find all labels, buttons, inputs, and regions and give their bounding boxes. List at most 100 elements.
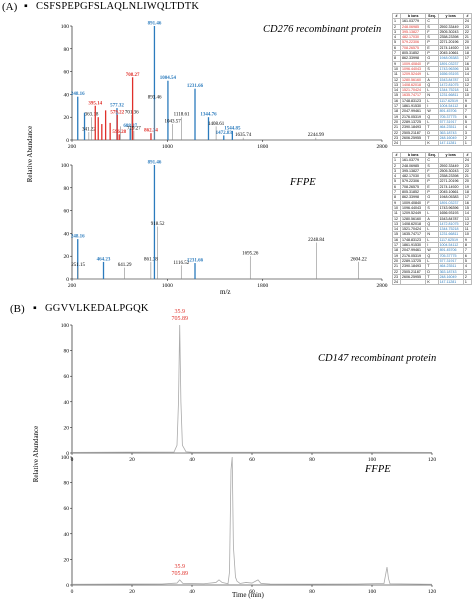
peak-label: 1118.61 xyxy=(174,113,190,118)
table-row: 19 2176.05319 Q 705.37775 6 xyxy=(391,113,473,120)
table-cell: 147.11281 xyxy=(437,140,464,147)
table-cell: 24 xyxy=(391,140,402,147)
peak-label: 1635.74 xyxy=(235,133,252,138)
x-tick-label: 1000 xyxy=(162,144,173,150)
fragment-table-top: # b ions Seq. y ions #1 161.03779 C 24 2 248.0698… xyxy=(391,12,473,147)
table-cell: 13 xyxy=(462,215,473,222)
peak-label: 2248.84 xyxy=(308,238,325,243)
peak-label: 464.23 xyxy=(97,257,111,262)
peak-label: 688.37 xyxy=(123,124,137,129)
table-cell: 1 xyxy=(462,140,473,147)
table-cell: 18 xyxy=(462,189,473,196)
peak-label: 395.14 xyxy=(88,101,102,106)
y-tick-label: 0 xyxy=(66,277,69,283)
table-row: 20 2289.13725 L 577.31917 5 xyxy=(391,257,473,265)
y-tick-label: 60 xyxy=(64,506,70,512)
x-tick-label: 200 xyxy=(68,144,77,150)
y-tick-label: 80 xyxy=(64,481,70,487)
table-row: 5 579.22306 P 2271.20196 20 xyxy=(391,39,473,46)
y-tick-label: 40 xyxy=(64,231,70,237)
peak-label: 861.38 xyxy=(144,257,158,262)
table-cell: 12 xyxy=(462,81,473,89)
table-row: 6 708.26575 E 2174.14920 19 xyxy=(391,183,473,191)
table-cell: 19 xyxy=(462,183,473,191)
table-cell: 24 xyxy=(391,279,402,286)
table-cell: 10 xyxy=(462,92,473,99)
x-tick-label: 2800 xyxy=(377,283,388,289)
x-tick-label: 100 xyxy=(368,457,377,463)
peak-label: 341.22 xyxy=(82,128,96,133)
y-tick-label: 0 xyxy=(66,138,69,144)
fragment-table-bottom: # b ions Seq. y ions #1 161.03779 C 24 2 248.0698… xyxy=(391,151,473,286)
peak-label: 1043.57 xyxy=(164,120,181,125)
panel-a-peptide: CSFSPEPGFSLAQLNLIWQLTDTK xyxy=(36,1,200,12)
table-row: 2 248.06985 S 2592.33449 23 xyxy=(391,23,473,30)
y-tick-label: 40 xyxy=(64,400,70,406)
table-cell: 12 xyxy=(462,220,473,228)
y-tick-label: 60 xyxy=(64,374,70,380)
y-tick-label: 80 xyxy=(64,186,70,192)
table-cell: 14 xyxy=(462,71,473,78)
peak-label: 1231.66 xyxy=(187,259,204,264)
y-tick-label: 80 xyxy=(64,349,70,355)
table-cell: 17 xyxy=(462,194,473,201)
x-tick-label: 120 xyxy=(428,457,437,463)
table-cell: 23 xyxy=(462,23,473,30)
panel-b-x-axis-title: Time (min) xyxy=(232,591,264,599)
x-tick-label: 200 xyxy=(68,283,77,289)
table-row: 4 482.17030 S 2358.23398 21 xyxy=(391,173,473,180)
y-tick-label: 40 xyxy=(64,532,70,538)
y-tick-label: 20 xyxy=(64,557,70,563)
table-cell: K xyxy=(425,140,439,147)
x-tick-label: 40 xyxy=(189,457,195,463)
table-cell: 14 xyxy=(462,210,473,217)
y-tick-label: 0 xyxy=(66,451,69,457)
table-cell: 15 xyxy=(462,65,473,73)
x-tick-label: 20 xyxy=(129,457,135,463)
x-tick-label: 0 xyxy=(71,589,74,595)
table-cell: 21 xyxy=(462,34,473,41)
panel-b-label: (B) xyxy=(10,303,25,315)
y-tick-label: 60 xyxy=(64,209,70,215)
table-row: 15 1635.74717 N 1231.66811 10 xyxy=(391,92,473,99)
peak-label: 1695.26 xyxy=(242,252,259,257)
peak-label: 893.46 xyxy=(148,96,162,101)
table-header-cell: # xyxy=(462,12,473,20)
table-row: 11 1209.52449 L 1656.93193 14 xyxy=(391,71,473,78)
table-cell: 21 xyxy=(462,173,473,180)
y-tick-label: 20 xyxy=(64,254,70,260)
table-row: 13 1408.62018 Q 1472.81075 12 xyxy=(391,81,473,89)
table-cell xyxy=(400,140,427,147)
table-cell: 20 xyxy=(462,39,473,46)
panel-b-y-axis-title: Relative Abundance xyxy=(32,425,40,483)
table-row: 3 395.13827 F 2505.30243 22 xyxy=(391,167,473,175)
peak-label: 918.52 xyxy=(151,222,165,227)
table-cell: 22 xyxy=(462,28,473,36)
peak-label: 1472.83 xyxy=(216,131,233,136)
y-tick-label: 60 xyxy=(64,70,70,76)
table-row: 12 1280.56160 A 1543.84787 13 xyxy=(391,76,473,83)
chart-cd276-recombinant: 0 20 40 60 80 100 200 1000 1800 2800 248.16 341.22 3… xyxy=(61,22,388,151)
table-cell: 16 xyxy=(462,199,473,206)
table-cell: 11 xyxy=(462,226,473,233)
table-row: 10 1096.44043 S 1743.96396 15 xyxy=(391,65,473,73)
chart-cd276-ffpe: 0 20 40 60 80 100 200 1000 1800 2800 248.16 251.15 4… xyxy=(61,161,388,290)
peak-label: 1544.85 xyxy=(224,126,241,131)
x-tick-label: 120 xyxy=(428,589,437,595)
table-cell: 22 xyxy=(462,167,473,175)
table-row: 10 1096.44043 S 1743.96396 15 xyxy=(391,204,473,212)
peak-label: 579.22 xyxy=(110,110,124,115)
panel-b-top-title: CD147 recombinant protein xyxy=(318,353,437,364)
peak-label: 1116.52 xyxy=(173,261,189,266)
table-row: 17 1861.91530 I 1004.54112 8 xyxy=(391,103,473,110)
panel-a-bullet: ▪ xyxy=(24,1,28,12)
x-tick-label: 20 xyxy=(129,589,135,595)
table-cell: 24 xyxy=(462,18,473,25)
table-cell xyxy=(400,279,427,286)
peak-annotation: 35.9 xyxy=(174,309,185,315)
peak-label: 708.27 xyxy=(126,73,140,78)
y-tick-label: 80 xyxy=(64,47,70,53)
panel-a-x-axis-title: m/z xyxy=(220,288,231,296)
